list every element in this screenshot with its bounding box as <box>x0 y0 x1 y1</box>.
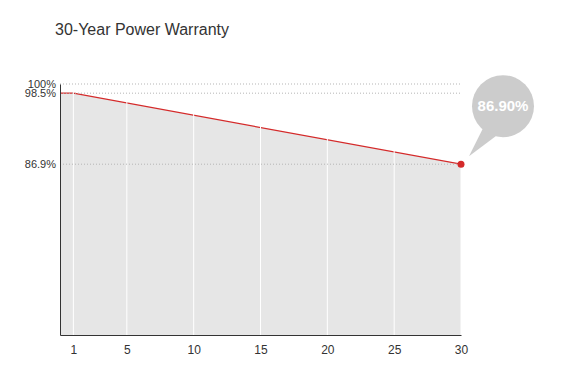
y-tick-label: 98.5% <box>25 87 56 99</box>
grid-line-y <box>60 164 461 165</box>
plot: 151015202530100%98.5%86.9%86.90% <box>25 75 534 356</box>
callout-bubble <box>472 75 534 137</box>
x-tick-label: 10 <box>187 343 201 357</box>
grid-line-x <box>260 84 261 335</box>
grid-line-x <box>461 84 462 335</box>
grid-line-x <box>327 84 328 335</box>
y-tick: 86.9% <box>25 158 60 170</box>
end-point <box>458 161 465 168</box>
x-tick: 15 <box>254 335 268 357</box>
x-tick-label: 30 <box>455 343 469 357</box>
x-axis-line <box>61 335 462 336</box>
title: 30-Year Power Warranty <box>55 21 229 38</box>
annotation: 86.90% <box>458 75 535 168</box>
y-axis: 100%98.5%86.9% <box>25 78 61 335</box>
y-tick: 98.5% <box>25 87 60 99</box>
x-tick: 30 <box>455 335 469 357</box>
grid-line-y <box>60 84 461 85</box>
grid-line-x <box>73 84 74 335</box>
grid-line-x <box>126 84 127 335</box>
x-tick: 20 <box>321 335 335 357</box>
x-tick: 5 <box>124 335 131 357</box>
x-tick-label: 5 <box>124 343 131 357</box>
grid-line-x <box>193 84 194 335</box>
x-tick: 1 <box>71 335 78 357</box>
annotation-text: 86.90% <box>478 97 529 114</box>
x-tick-label: 25 <box>388 343 402 357</box>
grid-line-y <box>60 93 461 94</box>
grid-line-x <box>394 84 395 335</box>
x-tick: 10 <box>187 335 201 357</box>
grid <box>60 84 461 335</box>
x-tick-label: 1 <box>71 343 78 357</box>
x-tick-label: 15 <box>254 343 268 357</box>
y-axis-line <box>60 85 61 336</box>
x-tick: 25 <box>388 335 402 357</box>
x-tick-label: 20 <box>321 343 335 357</box>
chart: 30-Year Power Warranty151015202530100%98… <box>0 0 572 375</box>
x-axis: 151015202530 <box>61 335 469 357</box>
y-tick-label: 86.9% <box>25 158 56 170</box>
